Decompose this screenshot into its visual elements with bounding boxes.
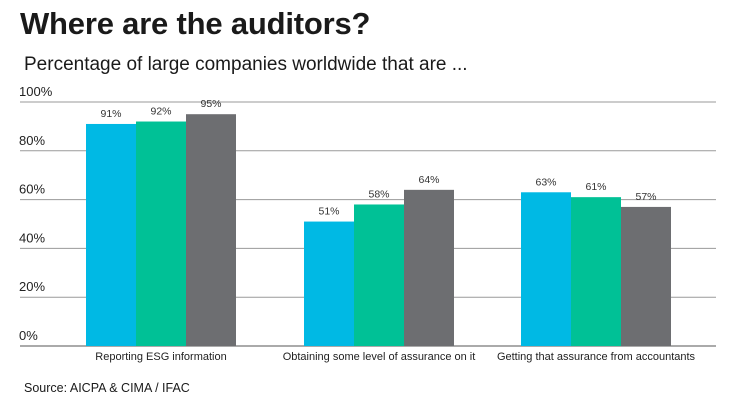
chart-subtitle: Percentage of large companies worldwide …	[24, 54, 468, 75]
bar	[521, 192, 571, 346]
data-label: 58%	[368, 188, 389, 200]
bar	[621, 206, 671, 346]
x-category-label: Getting that assurance from accountants	[497, 351, 696, 363]
bar	[571, 197, 621, 346]
data-label: 57%	[635, 191, 656, 203]
data-label: 91%	[100, 108, 121, 120]
chart-title: Where are the auditors?	[20, 6, 371, 41]
x-category-label: Obtaining some level of assurance on it	[283, 351, 476, 363]
y-axis-ticks: 0% 20% 40% 60% 80% 100%	[19, 84, 53, 343]
data-label: 92%	[150, 106, 171, 118]
data-label: 61%	[585, 181, 606, 193]
data-labels: 91% 92% 95% 51% 58% 64% 63% 61% 57%	[100, 98, 656, 217]
bar	[86, 123, 136, 347]
y-tick-label: 100%	[19, 84, 53, 99]
bar	[404, 189, 454, 346]
bar	[136, 121, 186, 347]
x-category-label: Reporting ESG information	[95, 351, 226, 363]
y-tick-label: 60%	[19, 182, 45, 197]
y-tick-label: 0%	[19, 328, 38, 343]
bar	[186, 114, 236, 346]
bars	[86, 114, 671, 347]
y-tick-label: 40%	[19, 230, 45, 245]
data-label: 95%	[200, 98, 221, 110]
data-label: 63%	[535, 176, 556, 188]
y-tick-label: 20%	[19, 279, 45, 294]
bar	[354, 204, 404, 346]
x-axis-categories: Reporting ESG information Obtaining some …	[95, 351, 695, 363]
y-tick-label: 80%	[19, 133, 45, 148]
bar	[304, 221, 354, 346]
data-label: 64%	[418, 174, 439, 186]
chart-source: Source: AICPA & CIMA / IFAC	[24, 381, 190, 395]
data-label: 51%	[318, 206, 339, 218]
